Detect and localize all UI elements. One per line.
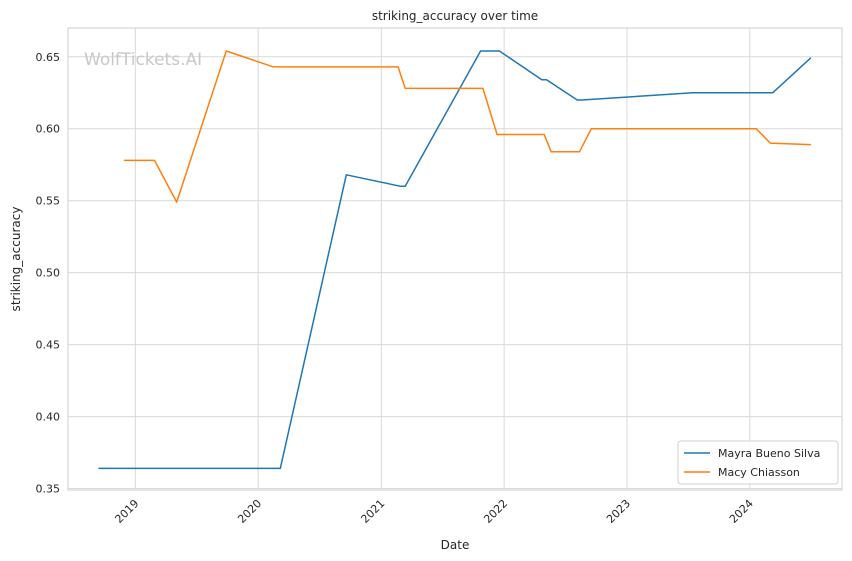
x-axis-label: Date xyxy=(441,538,470,552)
x-tick-label: 2024 xyxy=(727,497,756,526)
x-tick-label: 2023 xyxy=(604,497,633,526)
y-tick-label: 0.40 xyxy=(36,411,61,424)
plot-area xyxy=(67,27,843,491)
y-tick-label: 0.45 xyxy=(36,339,61,352)
grid xyxy=(68,28,842,490)
x-tick-label: 2022 xyxy=(481,497,510,526)
y-tick-label: 0.65 xyxy=(36,51,61,64)
y-tick-label: 0.50 xyxy=(36,267,61,280)
watermark: WolfTickets.AI xyxy=(84,50,202,70)
series-line-1 xyxy=(98,50,812,470)
y-axis-label: striking_accuracy xyxy=(9,207,23,312)
series-layer xyxy=(98,50,812,470)
y-tick-label: 0.60 xyxy=(36,123,61,136)
series-line-2 xyxy=(123,50,812,203)
legend-box xyxy=(677,440,839,485)
x-tick-label: 2021 xyxy=(358,497,387,526)
y-tick-label: 0.55 xyxy=(36,195,61,208)
chart-title: striking_accuracy over time xyxy=(372,9,538,23)
x-axis: 2019 2020 2021 2022 2023 2024 xyxy=(112,497,755,526)
x-tick-label: 2020 xyxy=(235,497,264,526)
legend-entry: Macy Chiasson xyxy=(718,466,800,479)
legend: Mayra Bueno Silva Macy Chiasson xyxy=(677,440,839,485)
y-axis: 0.35 0.40 0.45 0.50 0.55 0.60 0.65 xyxy=(36,51,61,496)
y-tick-label: 0.35 xyxy=(36,483,61,496)
x-tick-label: 2019 xyxy=(112,497,141,526)
legend-entry: Mayra Bueno Silva xyxy=(718,447,820,460)
